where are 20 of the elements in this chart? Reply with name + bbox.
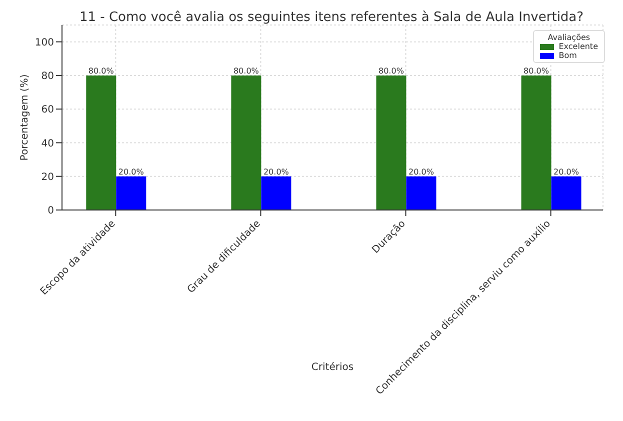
data-label: 80.0% <box>524 66 550 76</box>
data-label: 80.0% <box>233 66 260 76</box>
legend-label: Bom <box>558 51 577 60</box>
y-tick-label: 60 <box>41 104 54 116</box>
y-tick-label: 40 <box>41 138 54 150</box>
y-axis-title: Porcentagem (%) <box>20 74 31 161</box>
data-label: 80.0% <box>378 66 404 76</box>
data-label: 20.0% <box>118 167 144 176</box>
y-tick-label: 0 <box>48 206 54 217</box>
chart-title: 11 - Como você avalia os seguintes itens referentes à Sala de Aula Invertida? <box>78 10 585 25</box>
data-label: 20.0% <box>554 167 580 176</box>
y-tick-label: 80 <box>41 71 54 82</box>
data-label: 20.0% <box>263 167 290 176</box>
data-label: 20.0% <box>408 167 434 176</box>
legend-label: Excelente <box>558 42 598 51</box>
legend-title: Avaliações <box>546 33 590 42</box>
data-label: 80.0% <box>88 66 114 76</box>
x-axis-title: Critérios <box>311 362 354 373</box>
y-tick-label: 20 <box>41 172 54 183</box>
y-tick-label: 100 <box>34 37 54 48</box>
